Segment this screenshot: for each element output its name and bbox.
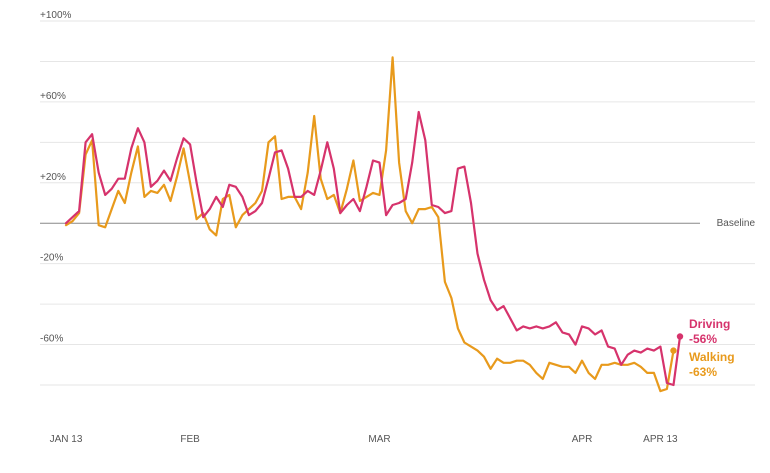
baseline: Baseline	[40, 218, 755, 229]
x-tick-label: APR 13	[643, 434, 678, 445]
x-tick-label: APR	[572, 434, 593, 445]
series-lines	[64, 56, 682, 393]
series-end-point-walking	[670, 347, 677, 354]
baseline-label: Baseline	[717, 218, 756, 229]
x-tick-label: JAN 13	[50, 434, 83, 445]
series-end-value-driving: -56%	[689, 332, 717, 346]
y-tick-label: +60%	[40, 91, 66, 102]
grid-lines	[40, 20, 755, 386]
series-line-walking	[64, 56, 675, 393]
series-end-value-walking: -63%	[689, 365, 717, 379]
x-tick-label: FEB	[180, 434, 200, 445]
y-tick-label: -60%	[40, 334, 63, 345]
x-axis: JAN 13 FEB MAR APR APR 13	[50, 434, 678, 445]
y-axis: +100% +60% +20% -20% -60%	[40, 10, 72, 345]
y-tick-label: +100%	[40, 10, 72, 21]
y-tick-label: +20%	[40, 172, 66, 183]
series-end-point-driving	[676, 333, 684, 340]
series-line-driving	[64, 110, 682, 387]
series-name-walking: Walking	[689, 350, 735, 364]
y-tick-label: -20%	[40, 253, 63, 264]
series-labels: Driving-56% Walking-63%	[670, 317, 735, 379]
series-name-driving: Driving	[689, 317, 730, 331]
x-tick-label: MAR	[368, 434, 390, 445]
